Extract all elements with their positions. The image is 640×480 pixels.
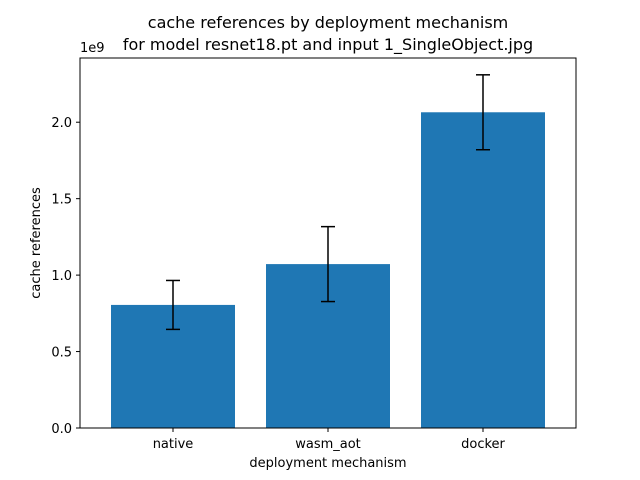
y-tick-label-1: 0.5: [51, 346, 72, 361]
x-tick-label-native: native: [153, 437, 194, 452]
x-tick-label-docker: docker: [461, 437, 505, 452]
x-axis-ticks: native wasm_aot docker: [153, 428, 506, 452]
chart-title-line-1: cache references by deployment mechanism: [148, 13, 508, 32]
y-axis-ticks: 0.0 0.5 1.0 1.5 2.0: [51, 116, 80, 437]
chart-title-line-2: for model resnet18.pt and input 1_Single…: [123, 35, 533, 55]
y-tick-label-2: 1.0: [51, 269, 72, 284]
y-tick-label-0: 0.0: [51, 422, 72, 437]
y-axis-label: cache references: [29, 187, 44, 299]
x-tick-label-wasm_aot: wasm_aot: [295, 437, 361, 452]
error-bars-group: [166, 74, 490, 331]
y-tick-label-3: 1.5: [51, 193, 72, 208]
y-offset-label: 1e9: [80, 41, 105, 56]
y-tick-label-4: 2.0: [51, 116, 72, 131]
bar-docker: [421, 112, 545, 429]
bars-group: [111, 112, 545, 429]
x-axis-label: deployment mechanism: [249, 456, 406, 471]
